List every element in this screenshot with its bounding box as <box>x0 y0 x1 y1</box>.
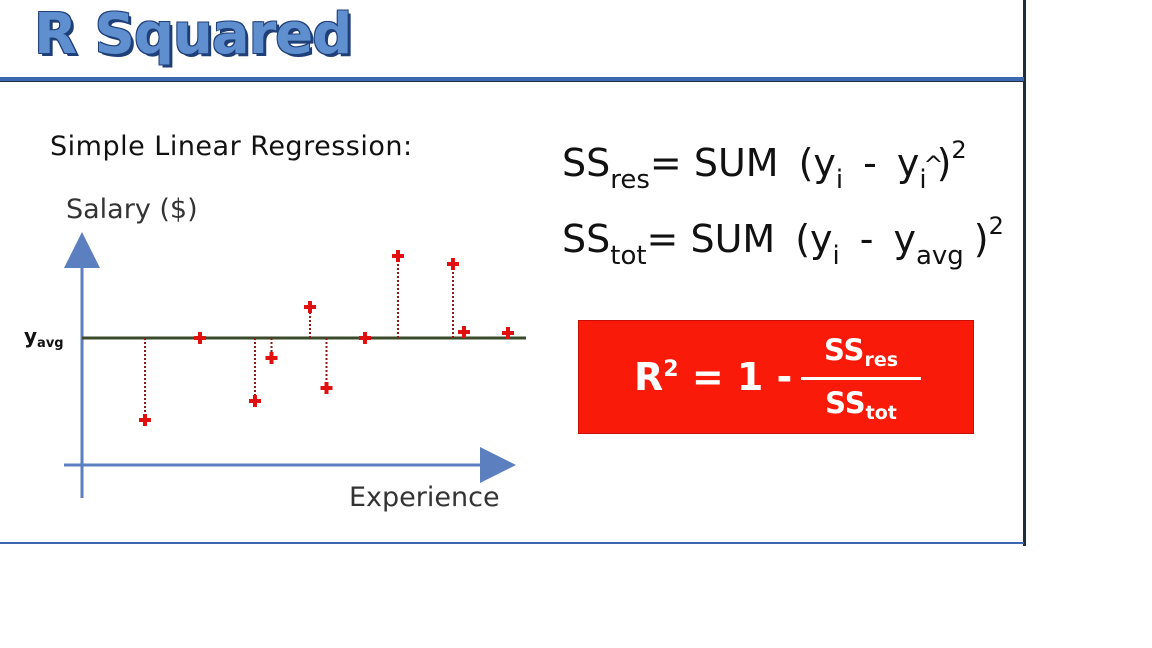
eq-res-open: (y <box>798 141 836 185</box>
slide-title: R Squared <box>34 2 352 67</box>
r2-fraction: SSres SStot <box>801 333 921 424</box>
eq-tot-ss: SS <box>562 217 611 261</box>
eq-res-ss: SS <box>562 141 611 185</box>
data-point <box>139 414 151 426</box>
eq-res-ss-sub: res <box>610 165 650 195</box>
ss-tot-equation: SStot= SUM (yi - yavg)2 <box>562 212 1004 271</box>
eq-tot-i1: i <box>832 241 840 271</box>
bottom-divider <box>0 542 1024 544</box>
yavg-main: y <box>24 324 38 348</box>
data-point <box>502 327 514 339</box>
r2-num-sub: res <box>864 349 899 371</box>
r2-den-sub: tot <box>865 402 897 424</box>
eq-tot-y2: y <box>893 217 916 261</box>
subtitle: Simple Linear Regression: <box>50 131 413 162</box>
data-point <box>265 352 278 364</box>
eq-tot-open: (y <box>795 217 833 261</box>
eq-res-minus: - <box>863 141 877 185</box>
slide: R Squared Simple Linear Regression: Sala… <box>0 0 1026 546</box>
eq-res-sum: = SUM <box>649 141 779 185</box>
data-point <box>304 301 316 313</box>
y-axis-label: Salary ($) <box>66 194 198 225</box>
data-point <box>320 382 333 394</box>
eq-res-y2: y <box>896 141 920 185</box>
yavg-label: yavg <box>24 324 64 351</box>
eq-tot-avg: avg <box>915 241 964 271</box>
data-point <box>249 395 261 407</box>
eq-tot-ss-sub: tot <box>610 241 647 271</box>
eq-tot-close: ) <box>973 217 989 261</box>
data-point <box>194 332 206 344</box>
eq-res-i1: i <box>835 165 844 195</box>
r2-lhs: R2 = 1 - <box>634 355 792 399</box>
fraction-bar <box>801 377 921 380</box>
r2-pow: 2 <box>663 357 679 382</box>
title-divider <box>0 77 1024 82</box>
yavg-sub: avg <box>37 336 64 351</box>
data-point <box>447 258 459 270</box>
eq-tot-pow: 2 <box>988 212 1004 240</box>
data-point <box>458 326 470 338</box>
regression-plot <box>64 232 526 498</box>
data-point <box>359 332 371 344</box>
eq-tot-minus: - <box>859 217 874 261</box>
eq-tot-sum: = SUM <box>646 217 776 261</box>
ss-res-equation: SSres= SUM(yi-yi)2 <box>562 136 967 195</box>
r2-r: R <box>634 355 664 399</box>
eq-res-i2-hat: i <box>919 151 944 195</box>
r2-rhs: = 1 - <box>691 355 793 399</box>
data-point <box>392 250 404 262</box>
r2-den-ss: SS <box>825 386 866 420</box>
r2-denominator: SStot <box>801 386 921 424</box>
r-squared-formula-box: R2 = 1 - SSres SStot <box>578 320 974 434</box>
eq-res-pow: 2 <box>951 136 967 164</box>
r2-num-ss: SS <box>823 333 865 367</box>
x-axis-label: Experience <box>349 482 500 513</box>
r2-numerator: SSres <box>801 333 921 377</box>
